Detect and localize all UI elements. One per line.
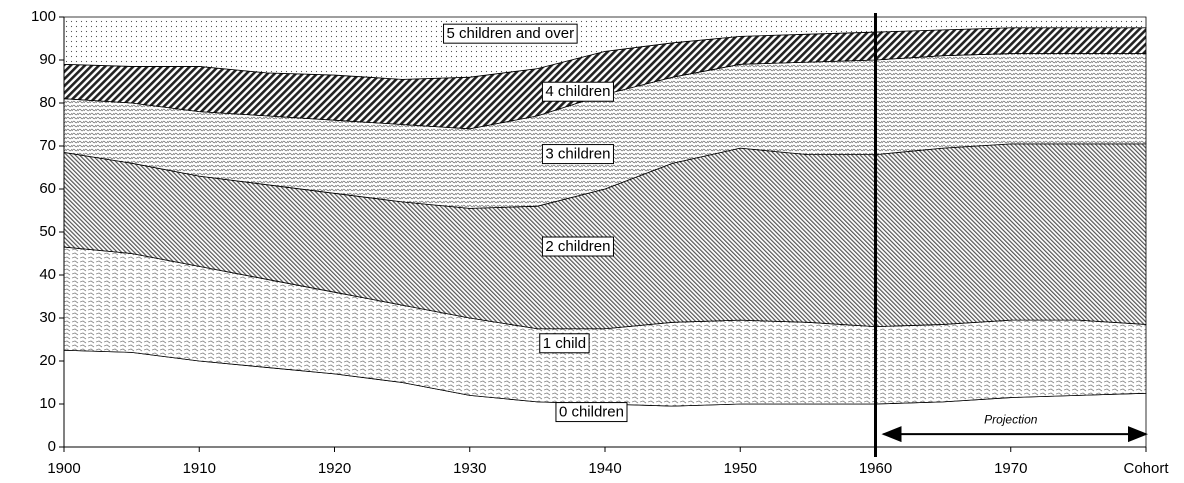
y-tick-label: 30 — [39, 309, 56, 326]
x-tick-label: 1950 — [724, 460, 757, 477]
y-tick-label: 60 — [39, 180, 56, 197]
series-label: 1 child — [543, 335, 586, 352]
x-tick-label: 1940 — [588, 460, 621, 477]
x-tick-label: 1900 — [47, 460, 80, 477]
y-tick-label: 20 — [39, 352, 56, 369]
y-tick-label: 80 — [39, 94, 56, 111]
series-label: 5 children and over — [447, 25, 575, 42]
series-label: 4 children — [545, 83, 610, 100]
y-tick-label: 0 — [48, 438, 56, 455]
series-label-box — [541, 81, 614, 102]
area — [63, 16, 1147, 80]
y-tick-label: 10 — [39, 395, 56, 412]
y-tick-label: 90 — [39, 51, 56, 68]
series-label: 0 children — [559, 404, 624, 421]
plot-area — [63, 16, 1147, 448]
x-tick-label: Cohort — [1123, 460, 1169, 477]
series-label-box — [539, 333, 590, 354]
series-label-box — [541, 236, 614, 257]
x-tick-label: 1960 — [859, 460, 892, 477]
series-label-box — [443, 23, 578, 44]
y-tick-label: 70 — [39, 137, 56, 154]
y-tick-label: 100 — [31, 8, 56, 25]
x-tick-label: 1920 — [318, 460, 351, 477]
x-tick-label: 1910 — [183, 460, 216, 477]
y-tick-label: 50 — [39, 223, 56, 240]
series-label-box — [541, 144, 614, 165]
series-label-box — [555, 402, 628, 423]
series-label: 3 children — [545, 146, 610, 163]
x-tick-label: 1970 — [994, 460, 1027, 477]
series-label: 2 children — [545, 238, 610, 255]
x-tick-label: 1930 — [453, 460, 486, 477]
annotation: Projection — [984, 412, 1038, 426]
y-tick-label: 40 — [39, 266, 56, 283]
